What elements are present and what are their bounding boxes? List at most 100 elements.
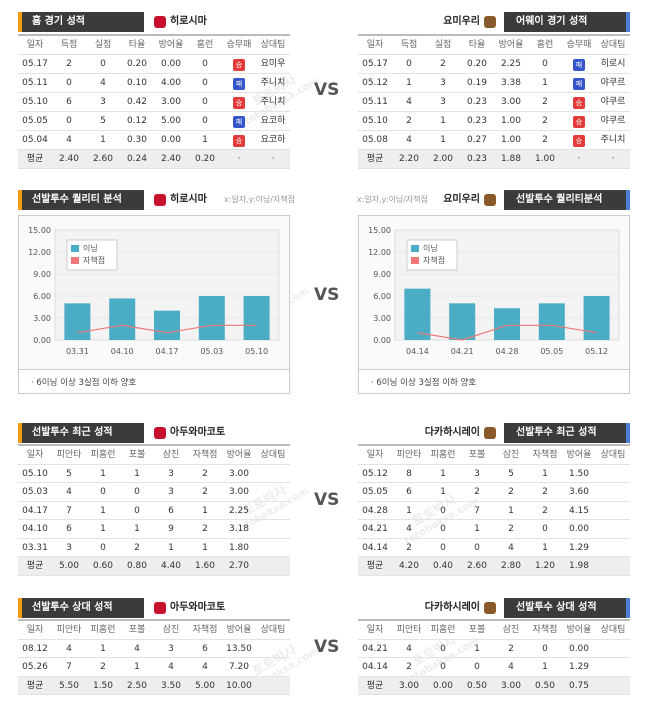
table-cell: 5 [66, 468, 72, 479]
table-cell: 05.17 [22, 59, 48, 69]
result-cell: 승 [222, 93, 256, 112]
table-cell: 2 [134, 542, 140, 553]
bar [449, 303, 476, 340]
table-cell: 0 [202, 78, 208, 88]
vs-label: VS [314, 285, 340, 305]
table-cell: 평균 [366, 680, 384, 691]
table-cell: 0 [474, 542, 480, 553]
table-cell: 4 [508, 542, 514, 553]
line [77, 324, 257, 334]
bar [583, 296, 610, 340]
table-cell: 야쿠르 [600, 97, 626, 107]
team-name: 아두와마코토 [170, 602, 226, 613]
table-cell: 4.00 [160, 78, 182, 88]
table-cell: 일자 [26, 450, 44, 460]
table-cell: 6 [66, 97, 72, 107]
legend-box [66, 239, 118, 271]
table-cell: 04.28 [362, 505, 388, 516]
header-title: 선발투수 상대 성적 [18, 598, 144, 618]
header-title: 선발투수 퀄리티 분석 [18, 190, 144, 210]
table-cell: 0.24 [126, 154, 148, 164]
table-row: 05.04 4 1 0.30 0.00 1 승 요코하 [18, 131, 290, 150]
table-cell: 1.98 [568, 561, 590, 571]
table-cell: 5.00 [58, 561, 80, 571]
table-cell: 4 [202, 662, 208, 672]
table-cell: 1 [542, 78, 548, 88]
table-row: 05.12 1 3 0.19 3.38 1 패 야쿠르 [358, 74, 630, 93]
legend-label: 이닝 [83, 243, 98, 253]
table-cell: 0.30 [126, 135, 148, 145]
x-tick-label: 04.17 [156, 347, 179, 356]
table-cell: 5 [508, 468, 514, 479]
table-cell: 3 [440, 97, 446, 107]
table-cell: 평균 [26, 561, 44, 571]
table-cell: 방어율 [498, 40, 524, 50]
y-tick-label: 3.00 [33, 314, 51, 323]
stats-table: 일자 피안타 피홈런 포볼 삼진 자책점 방어율 상대팀 08.12 4 1 4 3 6 13.50 05.2… [18, 619, 290, 695]
table-cell: 1 [100, 468, 106, 479]
table-cell: 0.00 [160, 135, 182, 145]
table-cell: 자책점 [532, 450, 558, 460]
table-row: 05.17 2 0 0.20 0.00 0 승 요미우 [18, 55, 290, 74]
table-cell: 2.00 [432, 154, 454, 164]
result-cell: 패 [562, 74, 596, 93]
table-cell: 야쿠르 [600, 116, 626, 126]
chart: 0.00 3.00 6.00 9.00 12.00 15.00 04.14 04.21 04.2… [368, 226, 620, 356]
average-row: 평균 5.50 1.50 2.50 3.50 5.00 10.00 [18, 676, 290, 695]
table-cell: 포볼 [128, 625, 146, 635]
table-cell: 1.60 [194, 561, 216, 571]
table-cell: 6 [168, 505, 174, 516]
table-cell: 10.00 [226, 680, 252, 691]
table-cell: 삼진 [162, 450, 180, 460]
team-name: 아두와마코토 [170, 427, 226, 438]
table-cell: 0.60 [92, 561, 114, 571]
table-row: 05.26 7 2 1 4 4 7.20 [18, 658, 290, 677]
header-title: 선발투수 퀄리티분석 [504, 190, 630, 210]
table-cell: · [237, 154, 241, 164]
table-cell: 0 [202, 97, 208, 107]
table-cell: 2.70 [228, 561, 250, 571]
chart: 0.00 3.00 6.00 9.00 12.00 15.00 03.31 04.10 04.1… [28, 226, 280, 356]
table-cell: 0.12 [126, 116, 148, 126]
table-cell: 주니치 [600, 135, 626, 145]
table-cell: 1 [100, 524, 106, 534]
stats-table: 일자 피안타 피홈런 포볼 삼진 자책점 방어율 상대팀 05.12 8 1 3 5 1 1.50 05.05… [358, 444, 630, 576]
table-row: 04.14 2 0 0 4 1 1.29 [358, 658, 630, 677]
result-badge: 승 [233, 96, 245, 109]
table-cell: 상대팀 [600, 625, 626, 635]
y-tick-label: 12.00 [28, 248, 51, 257]
table-cell: 05.11 [362, 97, 388, 107]
table-cell: 2 [440, 59, 446, 69]
y-tick-label: 15.00 [28, 226, 51, 235]
table-cell: 2 [202, 487, 208, 497]
bar [154, 310, 180, 340]
table-cell: 04.17 [22, 505, 48, 516]
table-cell: 2 [406, 542, 412, 553]
table-cell: 7 [66, 662, 72, 672]
table-cell: 2.25 [228, 505, 250, 516]
header-title: 홈 경기 성적 [18, 12, 144, 32]
table-cell: 피홈런 [430, 450, 456, 460]
result-badge: 승 [233, 58, 245, 71]
table-cell: 0.00 [568, 643, 590, 654]
table-row: 04.17 7 1 0 6 1 2.25 [18, 502, 290, 520]
stats-table: 일자 피안타 피홈런 포볼 삼진 자책점 방어율 상대팀 05.10 5 1 1 3 2 3.00 05.03… [18, 444, 290, 576]
table-cell: 04.21 [362, 643, 388, 654]
table-cell: 포볼 [468, 625, 486, 635]
table-cell: 1.50 [568, 468, 590, 479]
table-cell: 2 [202, 468, 208, 479]
table-cell: 0 [406, 59, 412, 69]
y-tick-label: 3.00 [373, 314, 391, 323]
team-name: 다카하시레이 [424, 602, 480, 613]
table-cell: 0.23 [466, 97, 488, 107]
table-cell: 홈런 [196, 40, 214, 50]
table-cell: 1 [542, 542, 548, 553]
table-cell: 4 [406, 524, 412, 534]
table-cell: 05.10 [362, 116, 388, 126]
x-tick-label: 05.10 [245, 347, 268, 356]
table-cell: 03.31 [22, 542, 48, 553]
table-row: 05.05 0 5 0.12 5.00 0 패 요코하 [18, 112, 290, 131]
table-cell: 득점 [400, 40, 418, 50]
x-tick-label: 04.10 [111, 347, 134, 356]
